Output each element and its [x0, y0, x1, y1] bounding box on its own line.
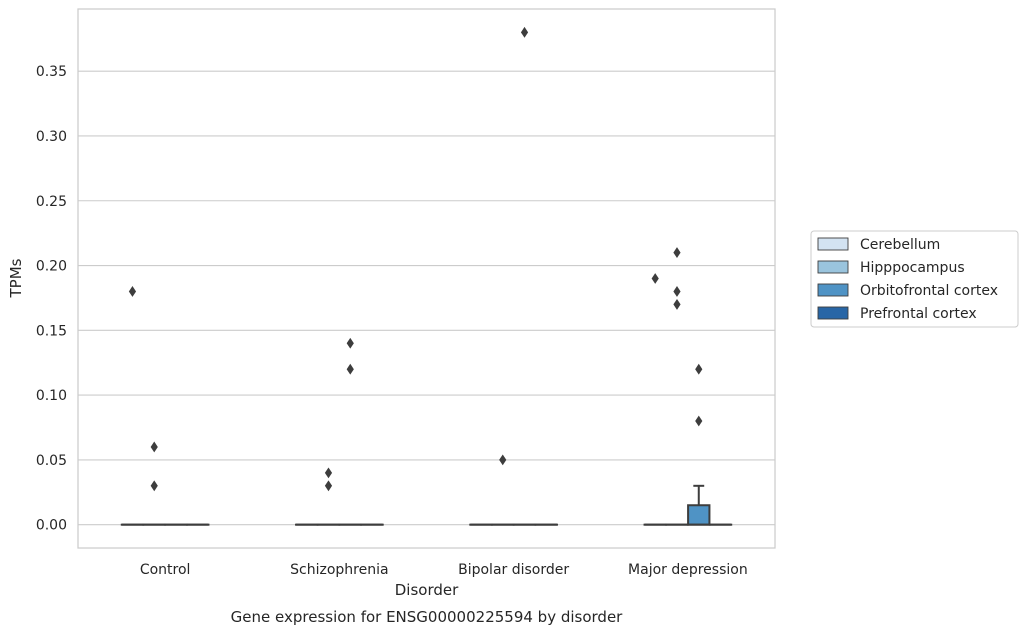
legend-swatch — [817, 260, 849, 274]
y-tick-label: 0.25 — [36, 194, 67, 210]
x-tick-labels: Control Schizophrenia Bipolar disorder Majo… — [140, 562, 748, 578]
legend-swatch — [817, 283, 849, 297]
y-tick-label: 0.35 — [36, 64, 67, 80]
y-tick-label: 0.10 — [36, 388, 67, 404]
outlier-point — [150, 480, 158, 492]
legend-swatch — [817, 237, 849, 251]
y-tick-labels: 0.00 0.05 0.10 0.15 0.20 0.25 0.30 0.35 — [36, 64, 67, 533]
x-tick-label: Major depression — [628, 562, 748, 578]
outlier-point — [695, 415, 703, 427]
outlier-point — [499, 454, 507, 466]
legend-label: Hipppocampus — [860, 260, 965, 276]
y-tick-label: 0.00 — [36, 518, 67, 534]
y-tick-label: 0.05 — [36, 453, 67, 469]
legend-frame — [810, 230, 1019, 328]
boxes — [120, 484, 733, 526]
x-tick-label: Control — [140, 562, 191, 578]
y-axis-label: TPMs — [7, 258, 25, 298]
legend-label: Prefrontal cortex — [860, 306, 977, 322]
outlier-point — [673, 247, 681, 258]
outlier-point — [346, 363, 354, 375]
legend-label: Orbitofrontal cortex — [860, 283, 998, 299]
legend-swatch — [817, 306, 849, 320]
outlier-point — [150, 441, 158, 453]
outlier-point — [673, 299, 681, 310]
x-tick-label: Bipolar disorder — [458, 562, 569, 578]
outlier-point — [520, 26, 529, 38]
x-axis-label: Disorder — [395, 581, 459, 599]
outlier-point — [346, 337, 354, 349]
outlier-point — [324, 467, 333, 479]
legend: Cerebellum Hipppocampus Orbitofrontal cort… — [810, 230, 1019, 328]
outlier-point — [695, 363, 703, 375]
y-tick-label: 0.15 — [36, 323, 67, 339]
plot-background — [78, 9, 775, 548]
outlier-point — [651, 273, 659, 284]
outliers — [128, 26, 703, 492]
x-tick-label: Schizophrenia — [290, 562, 388, 578]
outlier-point — [673, 286, 681, 297]
outlier-point — [128, 286, 137, 297]
y-tick-label: 0.20 — [36, 259, 67, 275]
box-body — [687, 504, 711, 526]
chart-title: Gene expression for ENSG00000225594 by d… — [231, 608, 624, 626]
legend-label: Cerebellum — [860, 237, 940, 253]
box — [687, 484, 711, 526]
outlier-point — [324, 480, 333, 492]
gridlines — [78, 70, 775, 526]
y-tick-label: 0.30 — [36, 129, 67, 145]
plot-frame — [77, 8, 776, 549]
